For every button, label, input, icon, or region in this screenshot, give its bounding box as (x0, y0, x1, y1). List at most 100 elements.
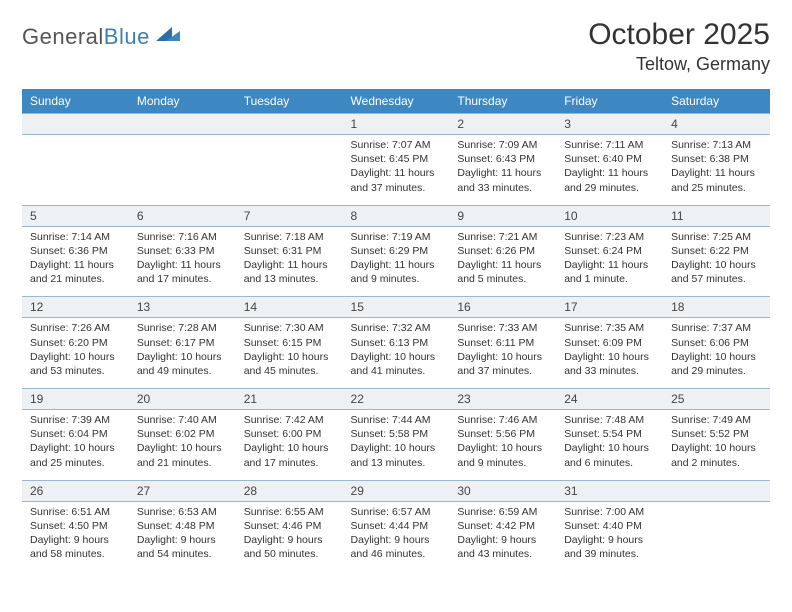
daylight-text: Daylight: 10 hours and 25 minutes. (30, 441, 121, 469)
weekday-header-row: SundayMondayTuesdayWednesdayThursdayFrid… (22, 89, 770, 114)
day-cell: Sunrise: 6:55 AMSunset: 4:46 PMDaylight:… (236, 501, 343, 571)
day-cell: Sunrise: 7:18 AMSunset: 6:31 PMDaylight:… (236, 226, 343, 297)
day-number: 8 (343, 205, 450, 226)
daylight-text: Daylight: 10 hours and 29 minutes. (671, 350, 762, 378)
day-number: 9 (449, 205, 556, 226)
daylight-text: Daylight: 11 hours and 1 minute. (564, 258, 655, 286)
day-cell (22, 135, 129, 206)
logo-text: GeneralBlue (22, 24, 150, 50)
day-cell: Sunrise: 6:57 AMSunset: 4:44 PMDaylight:… (343, 501, 450, 571)
daylight-text: Daylight: 10 hours and 37 minutes. (457, 350, 548, 378)
day-number-row: 262728293031 (22, 480, 770, 501)
sunset-text: Sunset: 4:40 PM (564, 519, 655, 533)
day-number: 27 (129, 480, 236, 501)
daylight-text: Daylight: 11 hours and 25 minutes. (671, 166, 762, 194)
daylight-text: Daylight: 9 hours and 58 minutes. (30, 533, 121, 561)
sunset-text: Sunset: 6:11 PM (457, 336, 548, 350)
calendar-table: SundayMondayTuesdayWednesdayThursdayFrid… (22, 89, 770, 571)
day-number (236, 114, 343, 135)
sunrise-text: Sunrise: 7:44 AM (351, 413, 442, 427)
day-cell: Sunrise: 7:25 AMSunset: 6:22 PMDaylight:… (663, 226, 770, 297)
sunset-text: Sunset: 6:38 PM (671, 152, 762, 166)
sunrise-text: Sunrise: 7:46 AM (457, 413, 548, 427)
day-number: 25 (663, 389, 770, 410)
day-cell: Sunrise: 7:19 AMSunset: 6:29 PMDaylight:… (343, 226, 450, 297)
weekday-header: Friday (556, 89, 663, 114)
sunrise-text: Sunrise: 6:57 AM (351, 505, 442, 519)
daylight-text: Daylight: 10 hours and 2 minutes. (671, 441, 762, 469)
weekday-header: Thursday (449, 89, 556, 114)
daylight-text: Daylight: 10 hours and 41 minutes. (351, 350, 442, 378)
sunset-text: Sunset: 6:13 PM (351, 336, 442, 350)
daylight-text: Daylight: 9 hours and 43 minutes. (457, 533, 548, 561)
daylight-text: Daylight: 11 hours and 17 minutes. (137, 258, 228, 286)
day-number (129, 114, 236, 135)
day-number: 23 (449, 389, 556, 410)
day-number: 12 (22, 297, 129, 318)
sunset-text: Sunset: 5:58 PM (351, 427, 442, 441)
sunset-text: Sunset: 6:33 PM (137, 244, 228, 258)
day-cell: Sunrise: 7:00 AMSunset: 4:40 PMDaylight:… (556, 501, 663, 571)
header: GeneralBlue October 2025 Teltow, Germany (22, 18, 770, 75)
day-number: 28 (236, 480, 343, 501)
day-cell: Sunrise: 7:48 AMSunset: 5:54 PMDaylight:… (556, 410, 663, 481)
sunset-text: Sunset: 6:31 PM (244, 244, 335, 258)
calendar-page: GeneralBlue October 2025 Teltow, Germany… (0, 0, 792, 589)
day-cell: Sunrise: 7:23 AMSunset: 6:24 PMDaylight:… (556, 226, 663, 297)
day-number: 4 (663, 114, 770, 135)
daylight-text: Daylight: 11 hours and 5 minutes. (457, 258, 548, 286)
day-cell: Sunrise: 7:07 AMSunset: 6:45 PMDaylight:… (343, 135, 450, 206)
day-number-row: 567891011 (22, 205, 770, 226)
sunrise-text: Sunrise: 7:48 AM (564, 413, 655, 427)
day-cell: Sunrise: 7:28 AMSunset: 6:17 PMDaylight:… (129, 318, 236, 389)
daylight-text: Daylight: 11 hours and 33 minutes. (457, 166, 548, 194)
sunrise-text: Sunrise: 7:39 AM (30, 413, 121, 427)
sunset-text: Sunset: 6:04 PM (30, 427, 121, 441)
sunrise-text: Sunrise: 7:16 AM (137, 230, 228, 244)
day-number: 26 (22, 480, 129, 501)
day-number: 17 (556, 297, 663, 318)
day-number: 15 (343, 297, 450, 318)
day-number: 13 (129, 297, 236, 318)
sunset-text: Sunset: 4:48 PM (137, 519, 228, 533)
day-cell: Sunrise: 6:59 AMSunset: 4:42 PMDaylight:… (449, 501, 556, 571)
day-number (663, 480, 770, 501)
day-cell: Sunrise: 6:51 AMSunset: 4:50 PMDaylight:… (22, 501, 129, 571)
day-cell (129, 135, 236, 206)
daylight-text: Daylight: 9 hours and 39 minutes. (564, 533, 655, 561)
day-cell: Sunrise: 7:32 AMSunset: 6:13 PMDaylight:… (343, 318, 450, 389)
month-title: October 2025 (588, 18, 770, 52)
sunrise-text: Sunrise: 7:28 AM (137, 321, 228, 335)
daylight-text: Daylight: 10 hours and 21 minutes. (137, 441, 228, 469)
day-info-row: Sunrise: 7:39 AMSunset: 6:04 PMDaylight:… (22, 410, 770, 481)
day-cell: Sunrise: 7:40 AMSunset: 6:02 PMDaylight:… (129, 410, 236, 481)
day-number: 18 (663, 297, 770, 318)
sunset-text: Sunset: 4:42 PM (457, 519, 548, 533)
sunrise-text: Sunrise: 6:51 AM (30, 505, 121, 519)
sunset-text: Sunset: 6:17 PM (137, 336, 228, 350)
location: Teltow, Germany (588, 54, 770, 75)
day-cell: Sunrise: 7:42 AMSunset: 6:00 PMDaylight:… (236, 410, 343, 481)
sunrise-text: Sunrise: 7:19 AM (351, 230, 442, 244)
day-cell: Sunrise: 7:46 AMSunset: 5:56 PMDaylight:… (449, 410, 556, 481)
sunrise-text: Sunrise: 7:18 AM (244, 230, 335, 244)
sunset-text: Sunset: 5:54 PM (564, 427, 655, 441)
day-number: 11 (663, 205, 770, 226)
day-cell: Sunrise: 7:44 AMSunset: 5:58 PMDaylight:… (343, 410, 450, 481)
daylight-text: Daylight: 9 hours and 54 minutes. (137, 533, 228, 561)
weekday-header: Tuesday (236, 89, 343, 114)
day-cell: Sunrise: 7:49 AMSunset: 5:52 PMDaylight:… (663, 410, 770, 481)
day-number: 10 (556, 205, 663, 226)
sunset-text: Sunset: 6:00 PM (244, 427, 335, 441)
day-number: 2 (449, 114, 556, 135)
day-cell: Sunrise: 7:39 AMSunset: 6:04 PMDaylight:… (22, 410, 129, 481)
sunset-text: Sunset: 5:52 PM (671, 427, 762, 441)
day-number: 22 (343, 389, 450, 410)
sunrise-text: Sunrise: 7:00 AM (564, 505, 655, 519)
sunrise-text: Sunrise: 6:59 AM (457, 505, 548, 519)
day-number: 20 (129, 389, 236, 410)
sunrise-text: Sunrise: 7:37 AM (671, 321, 762, 335)
day-cell: Sunrise: 6:53 AMSunset: 4:48 PMDaylight:… (129, 501, 236, 571)
day-cell: Sunrise: 7:21 AMSunset: 6:26 PMDaylight:… (449, 226, 556, 297)
sunset-text: Sunset: 6:06 PM (671, 336, 762, 350)
